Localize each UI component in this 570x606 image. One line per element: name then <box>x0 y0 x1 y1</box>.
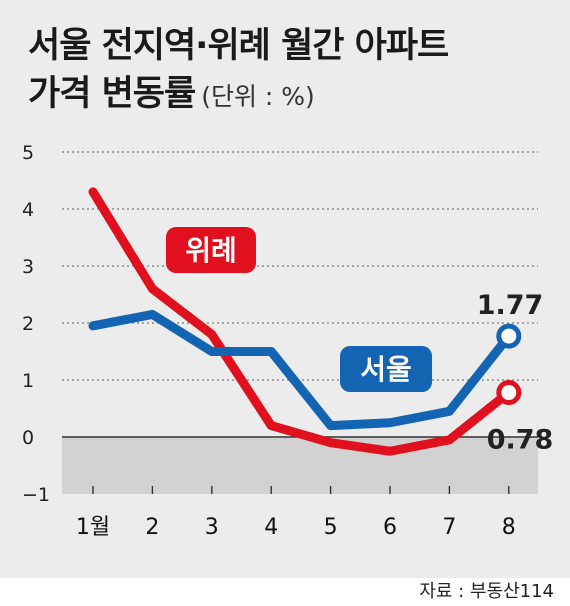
title-line-2: 가격 변동률 (단위 : %) <box>28 70 448 121</box>
y-tick-label: 1 <box>22 370 34 392</box>
endpoint-marker-wirye <box>496 380 522 406</box>
title-line-1: 서울 전지역·위례 월간 아파트 <box>28 26 449 66</box>
y-tick-label: 5 <box>22 142 34 164</box>
series-badge-seoul-box <box>340 346 432 392</box>
series-line-wirye <box>88 187 514 456</box>
x-tick-label: 1월 <box>76 515 110 540</box>
endpoint-marker-seoul <box>496 323 522 349</box>
x-tick-label: 7 <box>442 515 456 540</box>
series-badge-wirye-label: 위례 <box>185 234 237 267</box>
source-note: 자료 : 부동산114 <box>419 581 554 602</box>
x-tick-label: 3 <box>205 515 219 540</box>
y-tick-label: 0 <box>22 427 34 449</box>
chart-title: 서울 전지역·위례 월간 아파트 가격 변동률 (단위 : %) <box>28 22 449 121</box>
value-label-wirye: 0.78 <box>487 425 554 456</box>
y-tick-label: 4 <box>22 199 34 221</box>
x-tick-label: 8 <box>502 515 516 540</box>
negative-band <box>62 437 538 494</box>
y-tick-label: −1 <box>22 484 50 506</box>
y-tick-label: 3 <box>22 256 34 278</box>
value-label-seoul: 1.77 <box>477 290 544 321</box>
title-unit: (단위 : %) <box>201 82 315 111</box>
series-line-seoul <box>88 309 514 431</box>
series-badge-wirye-box <box>166 227 256 273</box>
y-tick-label: 2 <box>22 313 34 335</box>
x-tick-label: 4 <box>264 515 278 540</box>
x-tick-label: 5 <box>324 515 338 540</box>
series-badge-seoul-label: 서울 <box>360 353 412 386</box>
x-tick-label: 6 <box>383 515 397 540</box>
title-line-2-text: 가격 변동률 <box>28 74 196 114</box>
x-tick-label: 2 <box>145 515 159 540</box>
